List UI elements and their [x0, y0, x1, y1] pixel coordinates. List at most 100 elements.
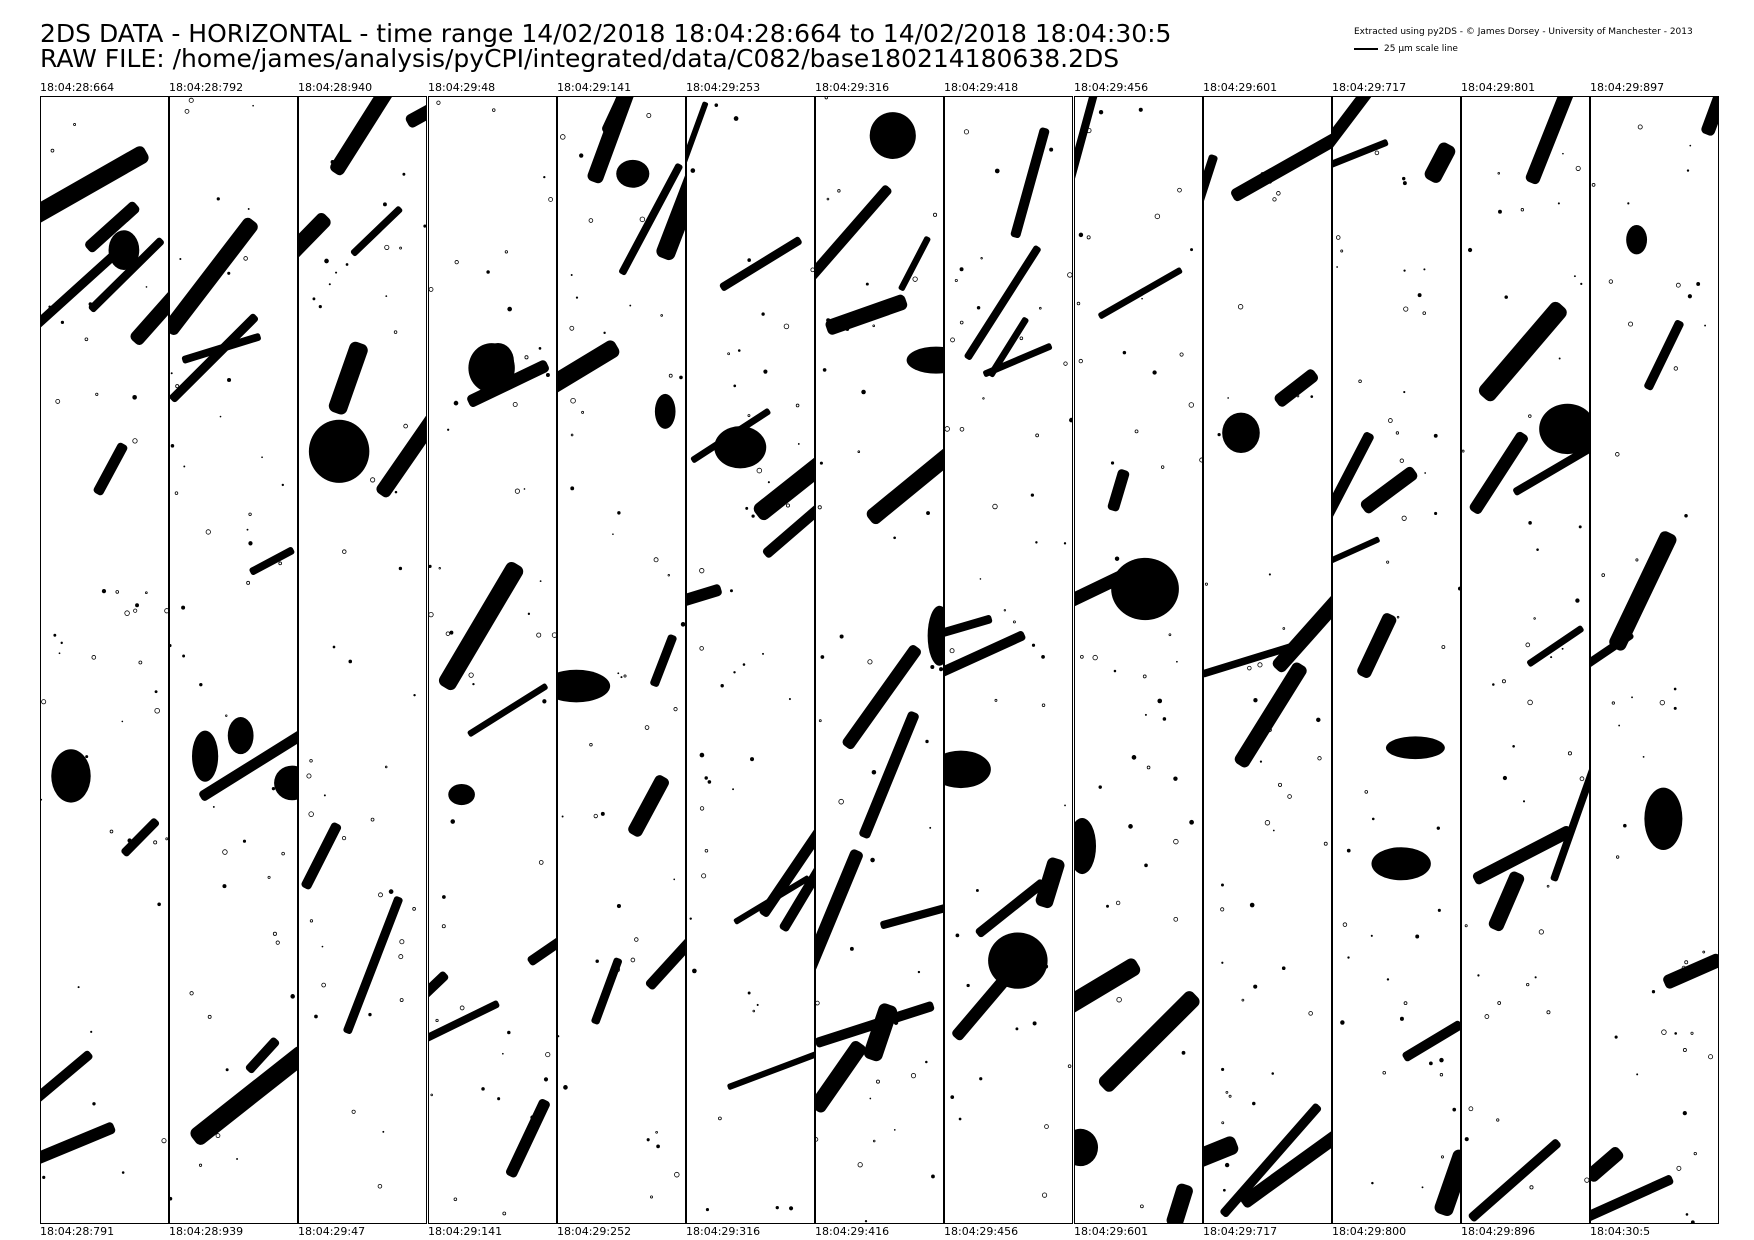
image-strip — [686, 96, 815, 1224]
strip-start-time: 18:04:29:253 — [686, 81, 761, 94]
particle-dot — [570, 433, 574, 437]
particle-blob — [51, 749, 91, 803]
particle-dot — [1441, 645, 1446, 649]
particle-dot — [399, 998, 404, 1002]
particle-dot — [733, 116, 739, 121]
particle-dot — [1553, 410, 1559, 416]
particle-dot — [133, 608, 138, 613]
strip-end-time: 18:04:28:939 — [169, 1225, 244, 1238]
particle-dot — [849, 946, 854, 951]
particle-dot — [733, 671, 736, 674]
particle-dot — [673, 878, 676, 881]
particle-dot — [170, 1196, 173, 1201]
particle-streak — [121, 818, 160, 857]
particle-dot — [1462, 449, 1465, 453]
particle-dot — [745, 506, 749, 510]
particle-dot — [705, 1208, 710, 1212]
particle-dot — [330, 160, 335, 165]
particle-dot — [1673, 366, 1678, 371]
particle-streak — [753, 422, 814, 521]
particle-dot — [236, 1158, 238, 1160]
particle-dot — [600, 811, 605, 816]
strip-start-time: 18:04:29:316 — [815, 81, 890, 94]
particle-dot — [570, 397, 576, 404]
particle-dot — [1134, 429, 1139, 434]
particle-dot — [536, 632, 542, 638]
particle-blob — [227, 717, 254, 755]
particle-dot — [1063, 361, 1068, 366]
particle-dot — [138, 660, 143, 665]
particle-streak — [199, 717, 297, 801]
particle-dot — [1221, 961, 1224, 964]
particle-streak — [880, 904, 943, 930]
particle-dot — [1681, 965, 1686, 970]
particle-dot — [816, 1137, 819, 1142]
strip-start-time: 18:04:28:792 — [169, 81, 244, 94]
particle-blob — [1222, 412, 1260, 454]
particle-images — [1591, 97, 1718, 1223]
particle-dot — [1031, 643, 1036, 647]
particle-dot — [1561, 647, 1564, 650]
particle-dot — [1661, 351, 1665, 355]
particle-dot — [1224, 1162, 1230, 1168]
particle-dot — [950, 1095, 955, 1100]
particle-streak — [429, 971, 449, 1006]
particle-dot — [1019, 336, 1024, 341]
particle-dot — [60, 641, 63, 645]
particle-dot — [1637, 124, 1643, 130]
particle-dot — [699, 752, 705, 758]
particle-dot — [1176, 660, 1178, 663]
particle-dot — [925, 1060, 928, 1064]
particle-images — [1462, 97, 1589, 1222]
particle-dot — [131, 153, 135, 157]
particle-dot — [1659, 699, 1665, 706]
particle-dot — [1114, 556, 1120, 561]
particle-streak — [1075, 97, 1102, 212]
particle-dot — [1278, 782, 1283, 787]
particle-blob — [274, 765, 297, 801]
particle-dot — [1526, 982, 1530, 987]
particle-blob — [1075, 1128, 1099, 1167]
particle-streak — [964, 245, 1041, 360]
particle-streak — [429, 1000, 500, 1070]
particle-dot — [733, 384, 737, 388]
particle-dot — [959, 267, 964, 272]
particle-streak — [1204, 1136, 1239, 1177]
particle-dot — [1615, 452, 1620, 457]
particle-dot — [1188, 402, 1194, 408]
particle-dot — [1402, 176, 1406, 181]
particle-dot — [1550, 656, 1553, 659]
particle-dot — [747, 414, 751, 417]
particle-dot — [933, 212, 938, 217]
strip-start-time: 18:04:29:897 — [1590, 81, 1665, 94]
particle-dot — [104, 468, 107, 471]
particle-images — [170, 97, 297, 1201]
particle-dot — [692, 968, 697, 974]
particle-dot — [1573, 275, 1576, 278]
particle-dot — [1177, 187, 1182, 193]
particle-dot — [660, 314, 663, 317]
particle-streak — [376, 380, 426, 498]
particle-dot — [368, 1012, 372, 1017]
particle-dot — [1138, 107, 1143, 112]
particle-blob — [945, 750, 991, 789]
particle-streak — [1333, 139, 1389, 180]
particle-dot — [1468, 1106, 1474, 1112]
particle-dot — [308, 811, 314, 817]
strip-end-time: 18:04:29:47 — [298, 1225, 366, 1238]
particle-dot — [872, 324, 876, 328]
particle-dot — [48, 305, 51, 309]
particle-dot — [1064, 804, 1066, 807]
particle-dot — [561, 815, 564, 818]
particle-dot — [1189, 819, 1194, 825]
particle-dot — [222, 849, 228, 855]
particle-dot — [630, 957, 636, 963]
particle-dot — [1464, 1137, 1469, 1142]
particle-dot — [318, 304, 322, 309]
particle-dot — [342, 549, 347, 554]
particle-dot — [382, 202, 387, 207]
particle-dot — [394, 490, 398, 494]
particle-dot — [1358, 379, 1362, 384]
particle-dot — [227, 377, 232, 383]
particle-dot — [1131, 755, 1137, 760]
